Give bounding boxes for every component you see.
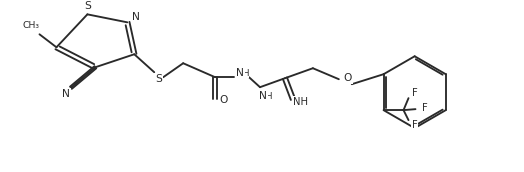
Text: NH: NH	[293, 97, 309, 107]
Text: N: N	[259, 91, 267, 101]
Text: F: F	[412, 120, 417, 130]
Text: N: N	[62, 89, 70, 99]
Text: N: N	[133, 12, 140, 22]
Text: O: O	[219, 95, 227, 105]
Text: N: N	[236, 68, 244, 78]
Text: H: H	[265, 92, 271, 101]
Text: S: S	[84, 1, 91, 11]
Text: CH₃: CH₃	[22, 21, 39, 30]
Text: F: F	[412, 88, 417, 98]
Text: O: O	[344, 73, 352, 83]
Text: H: H	[242, 69, 248, 78]
Text: F: F	[422, 103, 428, 113]
Text: S: S	[155, 74, 162, 84]
